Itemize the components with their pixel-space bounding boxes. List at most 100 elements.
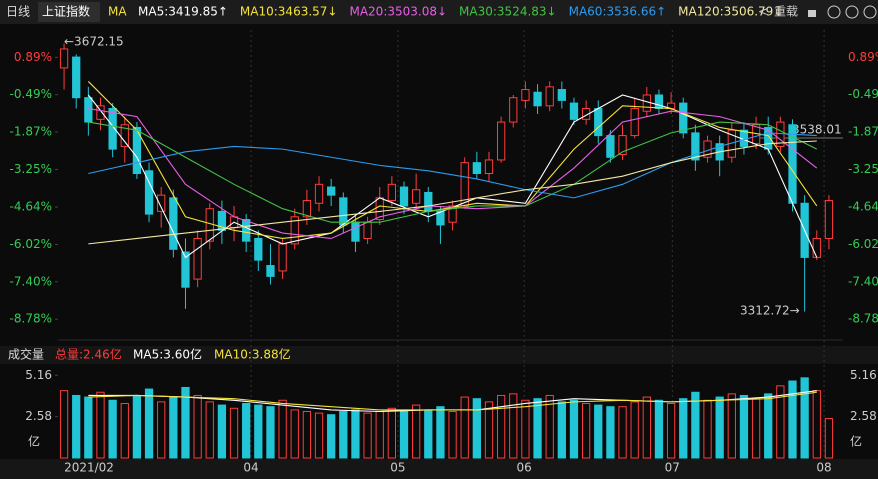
volume-bar: [788, 380, 797, 459]
volume-bar: [472, 398, 481, 459]
candle-body: [169, 197, 178, 250]
index-name[interactable]: 上证指数: [42, 4, 90, 19]
volume-bar: [351, 409, 360, 459]
ma-labels: MA5:3419.85↑ MA10:3463.57↓ MA20:3503.08↓ MA…: [138, 5, 783, 19]
volume-bar: [436, 406, 445, 459]
candle-body: [290, 216, 299, 245]
lock-icon[interactable]: [808, 10, 816, 17]
volume-bar: [108, 399, 117, 459]
candle-body: [509, 97, 518, 123]
volume-bar: [363, 412, 372, 459]
volume-tick-label: 2.58: [25, 409, 52, 423]
volume-bar: [278, 399, 287, 459]
volume-bar: [217, 404, 227, 459]
candle-body: [351, 221, 360, 242]
ma-label: MA5:3419.85↑: [138, 5, 228, 19]
volume-bar: [618, 406, 627, 459]
volume-bar: [242, 402, 251, 459]
volume-bar: [424, 409, 433, 459]
candle-body: [302, 200, 312, 218]
volume-bar: [496, 394, 506, 459]
volume-bar: [569, 399, 579, 459]
y-tick-label-right: 0.89%: [848, 50, 878, 64]
candle-body: [181, 251, 190, 288]
candle-body: [84, 97, 93, 123]
candle-body: [59, 48, 69, 69]
volume-bar: [594, 404, 603, 459]
candle-body: [812, 237, 821, 258]
candle-body: [363, 221, 372, 239]
y-tick-label-right: -6.02%: [848, 237, 878, 251]
y-tick-label: -4.64%: [10, 200, 52, 214]
candle-body: [120, 124, 129, 147]
candle-body: [314, 183, 324, 204]
volume-bar: [679, 398, 688, 459]
volume-bar: [144, 388, 154, 459]
volume-unit-right: 亿: [850, 434, 862, 449]
volume-bar: [557, 401, 566, 459]
volume-bar: [824, 418, 834, 459]
y-tick-label-right: -8.78%: [848, 312, 878, 326]
indicator[interactable]: MA: [108, 5, 127, 19]
candle-body: [594, 108, 603, 137]
candle-body: [254, 237, 263, 261]
ma-label: MA60:3536.66↑: [569, 5, 667, 19]
plus-icon[interactable]: [845, 5, 859, 19]
candle-body: [387, 183, 397, 202]
candle-body: [399, 186, 409, 207]
volume-bar: [764, 393, 773, 459]
back-button[interactable]: <: [758, 5, 768, 19]
volume-bar: [72, 394, 81, 459]
volume-bar: [630, 401, 639, 459]
candle-body: [618, 135, 627, 156]
candle-body: [436, 210, 445, 226]
volume-bar: [290, 409, 299, 459]
candle-body: [193, 237, 202, 280]
reload-button[interactable]: 重载: [774, 5, 798, 19]
volume-bar: [509, 393, 518, 459]
volume-bar: [412, 404, 421, 459]
volume-bar: [84, 396, 93, 459]
volume-ma10: MA10:3.88亿: [214, 347, 291, 362]
volume-bar: [460, 396, 469, 459]
candle-body: [654, 94, 664, 110]
volume-bar: [666, 402, 676, 459]
x-axis-bar: [0, 459, 878, 479]
y-tick-label: -3.25%: [10, 162, 52, 176]
name-box[interactable]: [38, 2, 100, 22]
candle-body: [266, 265, 275, 277]
candle-body: [278, 243, 287, 272]
candle-body: [72, 56, 81, 99]
minus-icon[interactable]: [863, 5, 877, 19]
volume-bar: [399, 411, 409, 459]
volume-bar: [314, 412, 324, 459]
volume-bar: [59, 390, 69, 459]
x-tick-label: 08: [816, 461, 831, 475]
volume-bar: [703, 399, 712, 459]
ma-label: MA10:3463.57↓: [240, 5, 338, 19]
period[interactable]: 日线: [6, 5, 30, 19]
ma-line: [88, 140, 817, 245]
candle-body: [96, 105, 105, 120]
candle-body: [108, 108, 117, 150]
candle-body: [630, 108, 639, 137]
up-icon[interactable]: [827, 5, 841, 19]
volume-bar: [327, 414, 336, 459]
y-tick-label: -0.49%: [10, 87, 52, 101]
y-tick-label: -8.78%: [10, 312, 52, 326]
volume-bar: [205, 401, 214, 459]
y-tick-label: -6.02%: [10, 237, 52, 251]
volume-bar: [800, 377, 809, 459]
x-tick-label: 05: [390, 461, 405, 475]
candle-body: [424, 191, 433, 212]
candle-body: [533, 91, 542, 107]
volume-bar: [169, 396, 178, 459]
volume-bar: [157, 401, 166, 459]
volume-bar: [654, 399, 664, 459]
ma-label: MA30:3524.83↓: [459, 5, 557, 19]
candle-body: [691, 132, 700, 161]
volume-bar: [533, 398, 542, 459]
last-annotation: 3538.01: [792, 123, 842, 137]
volume-bar: [132, 394, 142, 459]
candle-body: [132, 126, 142, 174]
